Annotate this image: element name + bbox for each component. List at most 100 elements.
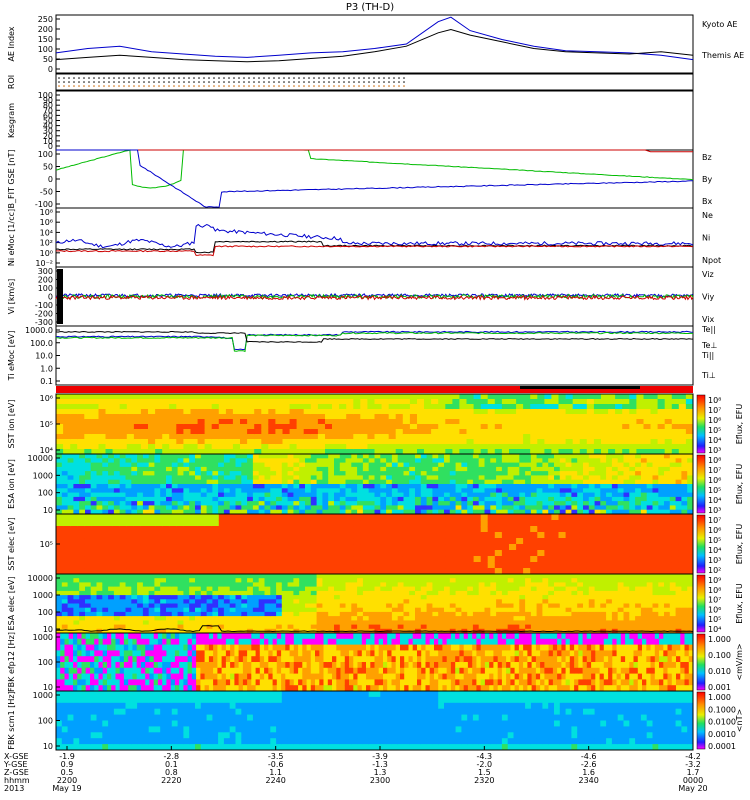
- sst_i-cell: [494, 394, 503, 400]
- sst_e-cell: [480, 556, 489, 563]
- esa_i-cell: [108, 475, 115, 481]
- sst_e-cell: [247, 562, 255, 569]
- sst_i-cell: [579, 444, 588, 450]
- sst_i-cell: [395, 404, 404, 410]
- sst_i-cell: [289, 394, 298, 400]
- esa_e-cell: [299, 590, 306, 596]
- roi-mark: [228, 85, 230, 87]
- sst_i-cell: [374, 409, 383, 415]
- roi-mark: [108, 85, 110, 87]
- sst_e-cell: [218, 562, 227, 569]
- sst_i-cell: [346, 404, 354, 410]
- esa_i-cell: [235, 471, 242, 476]
- esa_i-cell: [345, 462, 352, 468]
- sst_e-cell: [565, 538, 574, 545]
- sst_e-cell: [346, 520, 354, 527]
- sst_i-cell: [424, 449, 432, 455]
- esa_i-cell: [617, 484, 624, 489]
- sst_e-cell: [112, 520, 121, 527]
- sst_e-cell: [105, 538, 114, 545]
- esa_i-cell: [108, 462, 115, 468]
- sst_i-cell: [459, 394, 467, 400]
- esa_e-cell: [206, 578, 213, 583]
- sst_e-cell: [254, 556, 262, 563]
- sst_i-cell: [530, 439, 538, 445]
- esa_i-cell: [96, 471, 103, 476]
- sst_e-cell: [558, 526, 567, 533]
- sst_e-cell: [388, 544, 397, 551]
- sst_e-cell: [374, 514, 383, 521]
- esa_i-cell: [629, 475, 636, 481]
- sst_i-cell: [501, 394, 510, 400]
- esa_e-cell: [73, 582, 80, 588]
- esa_e-cell: [449, 603, 457, 609]
- esa_e-cell: [444, 586, 451, 592]
- sst_i-cell: [445, 404, 453, 410]
- sst_i-cell: [480, 409, 489, 415]
- esa_i-cell: [148, 496, 155, 502]
- esa_i-cell: [507, 484, 514, 489]
- esa_i-cell: [125, 501, 132, 506]
- sst_i-cell: [678, 449, 687, 455]
- esa_i-cell: [339, 458, 347, 464]
- esa_e-cell: [287, 611, 294, 617]
- esa_e-cell: [281, 578, 289, 583]
- sst_i-cell: [501, 429, 510, 435]
- sst_e-cell: [148, 568, 156, 575]
- esa_i-cell: [571, 471, 578, 476]
- sst_i-cell: [268, 414, 276, 420]
- roi-mark: [88, 85, 90, 87]
- esa_e-cell: [316, 574, 323, 579]
- sst_i-cell: [678, 424, 687, 430]
- sst_i-cell: [218, 409, 227, 415]
- esa_i-cell: [166, 454, 173, 459]
- roi-mark: [323, 81, 325, 83]
- sst_e-cell: [565, 514, 574, 521]
- sst_e-cell: [480, 538, 489, 545]
- esa_i-cell: [449, 509, 457, 515]
- esa_e-cell: [281, 586, 289, 592]
- roi-mark: [113, 81, 115, 83]
- sst_e-cell: [204, 562, 213, 569]
- esa_i-cell: [548, 492, 555, 498]
- sst_i-cell: [232, 404, 241, 410]
- esa_i-cell: [79, 475, 86, 481]
- esa_i-cell: [640, 492, 648, 498]
- sst_e-cell: [190, 544, 199, 551]
- sst_e-cell: [84, 550, 92, 557]
- esa_i-cell: [252, 488, 260, 494]
- sst_i-cell: [155, 429, 163, 435]
- esa_i-cell: [218, 479, 225, 485]
- esa_e-cell: [96, 590, 103, 596]
- esa_e-cell: [484, 624, 491, 630]
- esa_e-cell: [177, 603, 184, 609]
- esa_i-cell: [646, 505, 653, 511]
- sst_i-cell: [565, 414, 574, 420]
- sst_i-cell: [409, 434, 418, 440]
- sst_i-cell: [317, 449, 326, 455]
- sst_e-cell: [685, 532, 694, 539]
- esa_i-cell: [542, 501, 549, 506]
- sst_e-cell: [211, 514, 220, 521]
- esa_i-cell: [571, 496, 578, 502]
- sst_e-cell: [615, 526, 623, 533]
- sst_i-cell: [417, 409, 425, 415]
- esa_e-cell: [501, 599, 509, 604]
- esa_e-cell: [154, 586, 161, 592]
- esa_i-cell: [108, 466, 115, 472]
- sst_i-cell: [509, 414, 517, 420]
- esa_i-cell: [154, 509, 161, 515]
- roi-mark: [388, 81, 390, 83]
- esa_i-cell: [571, 505, 578, 511]
- esa_i-cell: [223, 505, 231, 511]
- sst_i-cell: [601, 449, 609, 455]
- esa_i-cell: [287, 466, 294, 472]
- sst_i-cell: [685, 444, 694, 450]
- sst_e-cell: [629, 526, 637, 533]
- esa_i-cell: [183, 488, 190, 494]
- sst_e-cell: [409, 532, 418, 539]
- esa_e-cell: [403, 607, 410, 613]
- esa_e-cell: [328, 603, 335, 609]
- esa_i-cell: [223, 475, 231, 481]
- esa_i-cell: [96, 458, 103, 464]
